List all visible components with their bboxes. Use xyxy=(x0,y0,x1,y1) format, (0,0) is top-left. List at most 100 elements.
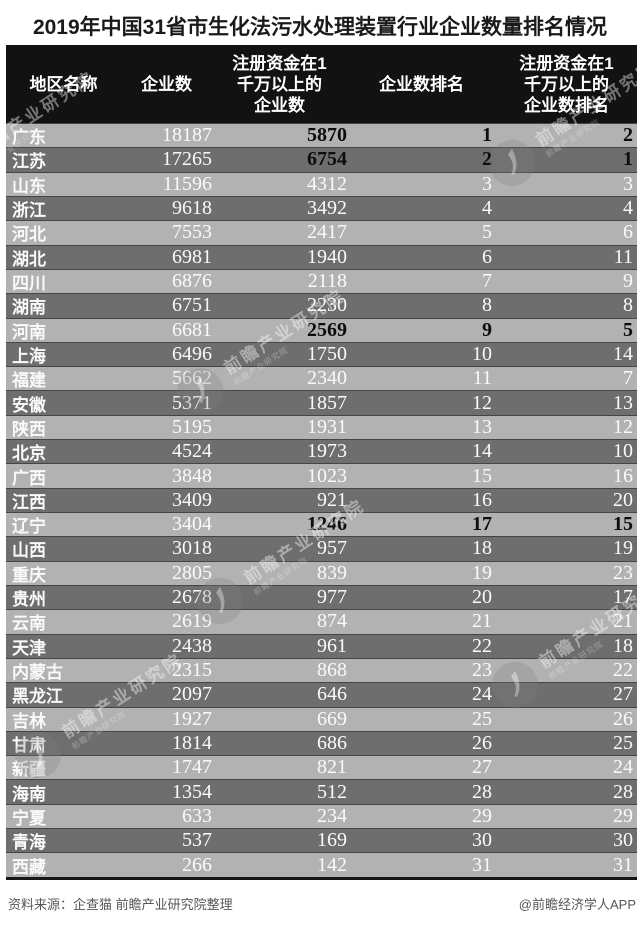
column-header: 企业数排名 xyxy=(379,74,464,94)
table-row: 上海 6496 1750 10 14 xyxy=(6,341,637,367)
table-row: 内蒙古 2315 868 23 22 xyxy=(6,657,637,683)
reg-capital-rank-cell: 12 xyxy=(613,415,633,438)
region-name-cell: 河南 xyxy=(12,322,46,342)
company-count-cell: 633 xyxy=(182,804,212,827)
table-row: 福建 5662 2340 11 7 xyxy=(6,366,637,391)
count-rank-cell: 2 xyxy=(482,148,492,171)
reg-capital-count-cell: 512 xyxy=(317,780,347,803)
region-name-cell: 安徽 xyxy=(12,395,46,415)
company-count-cell: 3404 xyxy=(172,513,212,536)
reg-capital-rank-cell: 1 xyxy=(623,148,633,171)
reg-capital-rank-cell: 7 xyxy=(623,367,633,390)
company-count-cell: 537 xyxy=(182,829,212,852)
column-header: 地区名称 xyxy=(29,74,98,94)
reg-capital-count-cell: 646 xyxy=(317,683,347,706)
reg-capital-count-cell: 669 xyxy=(317,707,347,730)
reg-capital-rank-cell: 25 xyxy=(613,731,633,754)
table-row: 山西 3018 957 18 19 xyxy=(6,536,637,561)
region-name-cell: 上海 xyxy=(12,346,46,366)
region-name-cell: 重庆 xyxy=(12,565,46,585)
table-row: 贵州 2678 977 20 17 xyxy=(6,584,637,610)
company-count-cell: 1927 xyxy=(172,707,212,730)
company-count-cell: 6496 xyxy=(172,342,212,365)
column-header: 企业数 xyxy=(141,74,192,94)
table-row: 江西 3409 921 16 20 xyxy=(6,487,637,512)
reg-capital-count-cell: 961 xyxy=(317,634,347,657)
column-header: 注册资金在1 千万以上的 企业数 xyxy=(232,53,327,115)
table-row: 天津 2438 961 22 18 xyxy=(6,633,637,658)
table-row: 山东 11596 4312 3 3 xyxy=(6,171,637,196)
count-rank-cell: 25 xyxy=(472,707,492,730)
region-name-cell: 四川 xyxy=(12,274,46,294)
count-rank-cell: 21 xyxy=(472,610,492,633)
reg-capital-rank-cell: 2 xyxy=(623,124,633,147)
region-name-cell: 宁夏 xyxy=(12,808,46,828)
column-header: 注册资金在1 千万以上的 企业数排名 xyxy=(519,53,614,115)
reg-capital-count-cell: 1023 xyxy=(307,464,347,487)
reg-capital-count-cell: 6754 xyxy=(307,148,347,171)
reg-capital-count-cell: 839 xyxy=(317,561,347,584)
company-count-cell: 11596 xyxy=(162,172,212,195)
table-row: 黑龙江 2097 646 24 27 xyxy=(6,682,637,707)
count-rank-cell: 4 xyxy=(482,197,492,220)
reg-capital-rank-cell: 3 xyxy=(623,172,633,195)
count-rank-cell: 5 xyxy=(482,221,492,244)
ranking-table: 地区名称 企业数 注册资金在1 千万以上的 企业数 企业数排名 注册资金在1 千万以上的 企业数… xyxy=(6,45,637,880)
table-header-row: 地区名称 企业数 注册资金在1 千万以上的 企业数 企业数排名 注册资金在1 千万以上的 企业数… xyxy=(6,45,637,123)
reg-capital-count-cell: 1246 xyxy=(307,513,347,536)
reg-capital-rank-cell: 8 xyxy=(623,294,633,317)
region-name-cell: 江西 xyxy=(12,492,46,512)
reg-capital-count-cell: 5870 xyxy=(307,124,347,147)
count-rank-cell: 7 xyxy=(482,270,492,293)
reg-capital-count-cell: 2340 xyxy=(307,367,347,390)
reg-capital-count-cell: 1857 xyxy=(307,391,347,414)
reg-capital-count-cell: 977 xyxy=(317,586,347,609)
count-rank-cell: 6 xyxy=(482,245,492,268)
table-row: 湖南 6751 2230 8 8 xyxy=(6,293,637,318)
table-row: 广东 18187 5870 1 2 xyxy=(6,123,637,148)
reg-capital-rank-cell: 28 xyxy=(613,780,633,803)
table-row: 江苏 17265 6754 2 1 xyxy=(6,147,637,172)
reg-capital-rank-cell: 16 xyxy=(613,464,633,487)
table-row: 安徽 5371 1857 12 13 xyxy=(6,390,637,415)
reg-capital-count-cell: 4312 xyxy=(307,172,347,195)
count-rank-cell: 15 xyxy=(472,464,492,487)
region-name-cell: 山东 xyxy=(12,176,46,196)
reg-capital-count-cell: 2417 xyxy=(307,221,347,244)
reg-capital-count-cell: 3492 xyxy=(307,197,347,220)
reg-capital-rank-cell: 9 xyxy=(623,270,633,293)
region-name-cell: 海南 xyxy=(12,784,46,804)
company-count-cell: 3409 xyxy=(172,488,212,511)
reg-capital-rank-cell: 10 xyxy=(613,440,633,463)
company-count-cell: 2438 xyxy=(172,634,212,657)
region-name-cell: 内蒙古 xyxy=(12,663,63,683)
company-count-cell: 3848 xyxy=(172,464,212,487)
reg-capital-rank-cell: 17 xyxy=(613,586,633,609)
table-row: 海南 1354 512 28 28 xyxy=(6,779,637,804)
company-count-cell: 6751 xyxy=(172,294,212,317)
credit-note: @前瞻经济学人APP xyxy=(518,897,636,912)
table-row: 青海 537 169 30 30 xyxy=(6,828,637,853)
count-rank-cell: 3 xyxy=(482,172,492,195)
region-name-cell: 福建 xyxy=(12,371,46,391)
table-row: 宁夏 633 234 29 29 xyxy=(6,803,637,829)
count-rank-cell: 14 xyxy=(472,440,492,463)
company-count-cell: 5371 xyxy=(172,391,212,414)
reg-capital-rank-cell: 26 xyxy=(613,707,633,730)
reg-capital-rank-cell: 24 xyxy=(613,756,633,779)
region-name-cell: 江苏 xyxy=(12,152,46,172)
count-rank-cell: 28 xyxy=(472,780,492,803)
reg-capital-rank-cell: 15 xyxy=(613,513,633,536)
reg-capital-rank-cell: 27 xyxy=(613,683,633,706)
table-row: 吉林 1927 669 25 26 xyxy=(6,706,637,731)
company-count-cell: 2315 xyxy=(172,659,212,682)
count-rank-cell: 29 xyxy=(472,804,492,827)
page-title: 2019年中国31省市生化法污水处理装置行业企业数量排名情况 xyxy=(32,16,608,39)
company-count-cell: 6681 xyxy=(172,318,212,341)
company-count-cell: 2805 xyxy=(172,561,212,584)
reg-capital-count-cell: 1750 xyxy=(307,342,347,365)
company-count-cell: 2678 xyxy=(172,586,212,609)
reg-capital-rank-cell: 20 xyxy=(613,488,633,511)
region-name-cell: 陕西 xyxy=(12,419,46,439)
region-name-cell: 广西 xyxy=(12,468,46,488)
